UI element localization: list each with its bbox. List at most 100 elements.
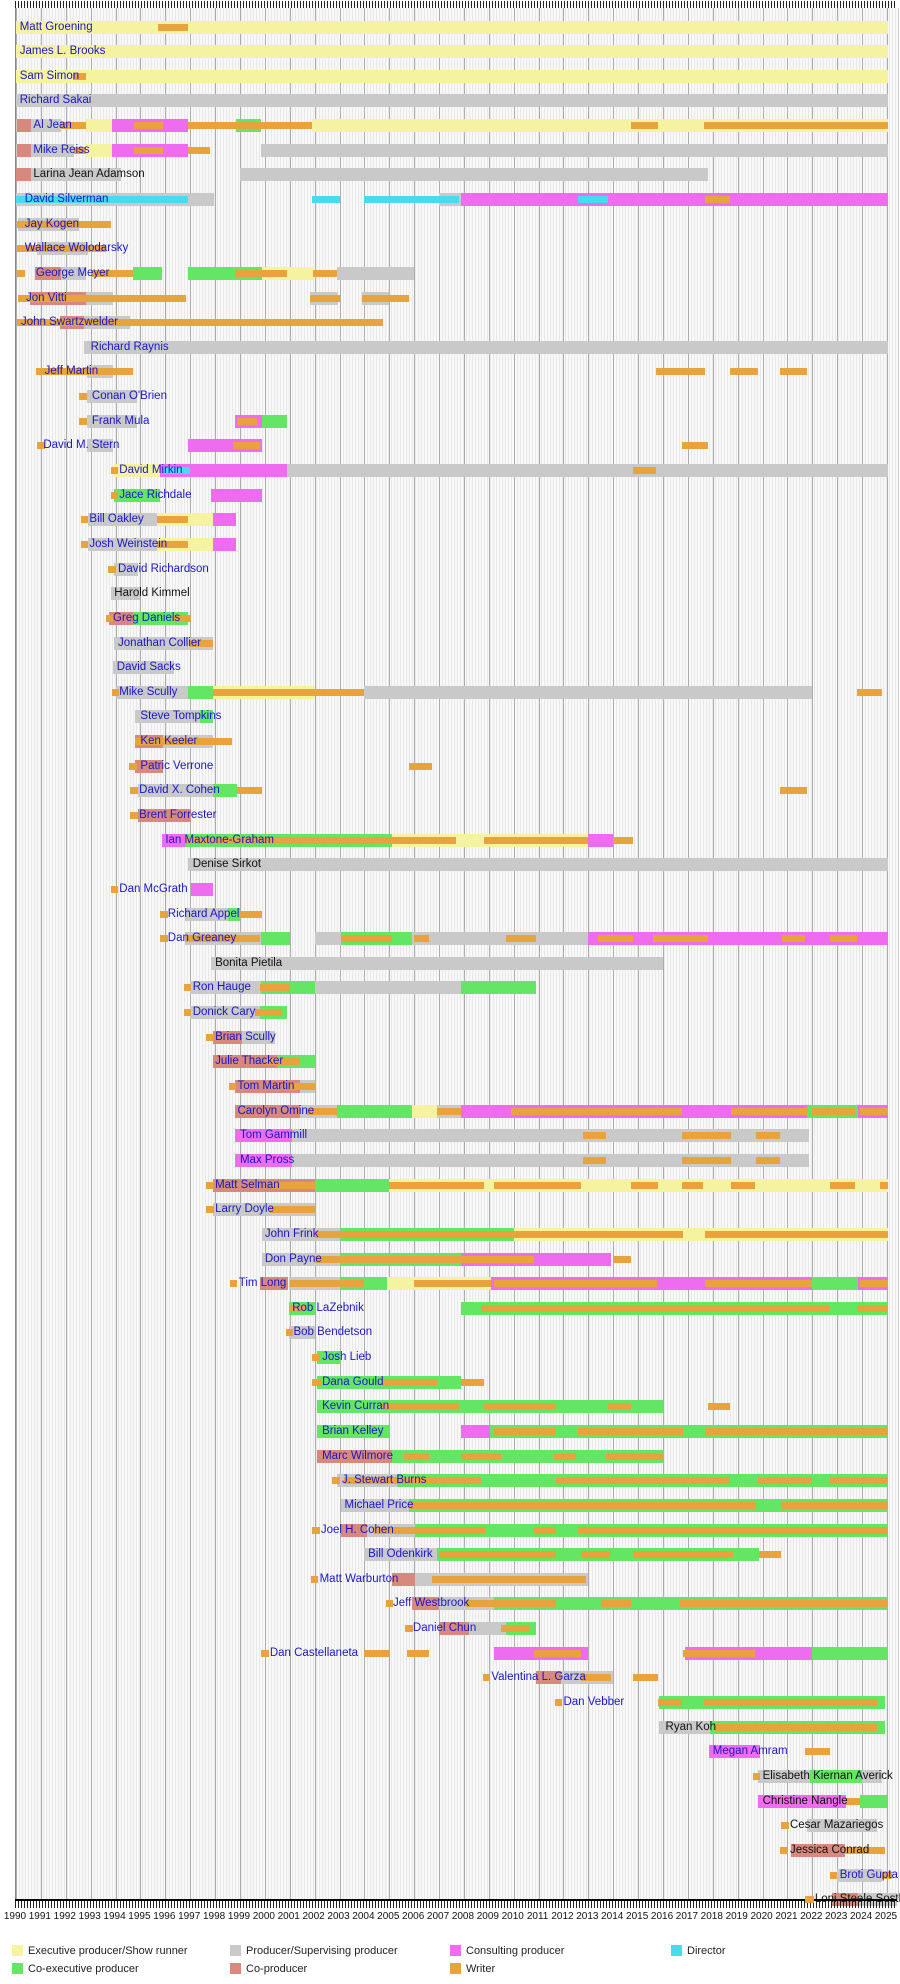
person-name[interactable]: Dan Vebber	[563, 1696, 625, 1709]
year-label: 1998	[202, 1911, 226, 1922]
person-name[interactable]: Wallace Wolodarsky	[24, 242, 129, 255]
person-name[interactable]: David M. Stern	[43, 439, 120, 452]
person-name[interactable]: Frank Mula	[91, 414, 150, 427]
person-name[interactable]: David Sacks	[116, 661, 181, 674]
writer-overlay-bar	[183, 984, 192, 992]
role-bar-segment	[212, 513, 237, 527]
writer-overlay-bar	[313, 269, 338, 277]
writer-overlay-bar	[705, 1230, 889, 1238]
person-name[interactable]: Megan Amram	[712, 1745, 788, 1758]
person-name[interactable]: Richard Appel	[167, 907, 240, 920]
role-bar-segment	[234, 1129, 293, 1143]
person-name[interactable]: Josh Lieb	[322, 1351, 372, 1364]
person-name[interactable]: Bill Odenkirk	[368, 1548, 433, 1561]
person-name[interactable]: Brian Scully	[215, 1030, 276, 1043]
role-bar-segment	[211, 488, 263, 502]
person-name[interactable]: Donick Cary	[192, 1006, 256, 1019]
person-name[interactable]: Bill Oakley	[89, 513, 144, 526]
year-label: 2010	[501, 1911, 524, 1922]
writer-overlay-bar	[481, 1304, 830, 1312]
year-gridline	[389, 8, 391, 1900]
role-bar-segment	[259, 1277, 289, 1291]
person-name[interactable]: David X. Cohen	[139, 784, 220, 797]
person-name[interactable]: Rob LaZebnik	[292, 1301, 364, 1314]
year-gridline	[364, 8, 366, 1900]
person-name[interactable]: Jay Kogen	[24, 217, 80, 230]
director-overlay-bar	[312, 195, 340, 203]
person-name[interactable]: Matt Warburton	[319, 1572, 399, 1585]
person-name[interactable]: Ian Maxtone-Graham	[165, 833, 274, 846]
person-name[interactable]: David Mirkin	[119, 464, 183, 477]
person-name[interactable]: Sam Simon	[19, 69, 80, 82]
person-name[interactable]: Conan O'Brien	[91, 390, 167, 403]
person-name[interactable]: Brent Forrester	[139, 808, 217, 821]
person-name[interactable]: Valentina L. Garza	[491, 1671, 586, 1684]
person-name[interactable]: Kevin Curran	[322, 1400, 390, 1413]
person-name[interactable]: John Swartzwelder	[20, 316, 119, 329]
person-name[interactable]: George Meyer	[35, 266, 110, 279]
person-name[interactable]: Al Jean	[33, 119, 72, 132]
writer-overlay-bar	[79, 417, 87, 425]
role-bar-segment	[137, 808, 192, 822]
person-name[interactable]: Broti Gupta	[839, 1868, 898, 1881]
year-gridline	[712, 8, 714, 1900]
writer-overlay-bar	[829, 1871, 838, 1879]
person-name[interactable]: Michael Price	[344, 1498, 414, 1511]
person-name[interactable]: Tom Gammill	[239, 1129, 308, 1142]
person-name[interactable]: Julie Thacker	[215, 1055, 284, 1068]
person-name[interactable]: Dan McGrath	[119, 882, 188, 895]
writer-overlay-bar	[185, 935, 260, 943]
person-name[interactable]: Richard Sakai	[19, 94, 92, 107]
person-name: Elisabeth Kiernan Averick	[762, 1769, 893, 1782]
person-name[interactable]: Marc Wilmore	[322, 1449, 394, 1462]
role-bar-segment	[862, 1769, 883, 1783]
person-name[interactable]: Ron Hauge	[192, 981, 251, 994]
person-name[interactable]: Richard Raynis	[90, 340, 169, 353]
person-name[interactable]: James L. Brooks	[19, 45, 106, 58]
person-name[interactable]: Matt Selman	[215, 1178, 280, 1191]
person-name[interactable]: Steve Tompkins	[140, 710, 222, 723]
person-name[interactable]: Max Pross	[239, 1153, 295, 1166]
person-name[interactable]: Dan Greaney	[167, 932, 237, 945]
person-name[interactable]: Joel H. Cohen	[320, 1523, 394, 1536]
person-name[interactable]: Greg Daniels	[113, 611, 181, 624]
legend-swatch-icon	[671, 1945, 682, 1956]
person-name[interactable]: David Richardson	[118, 562, 209, 575]
person-name[interactable]: Dan Castellaneta	[269, 1646, 359, 1659]
person-name[interactable]: J. Stewart Burns	[342, 1474, 427, 1487]
person-name[interactable]: Ken Keeler	[140, 735, 198, 748]
person-name[interactable]: Matt Groening	[19, 20, 93, 33]
year-label: 1995	[128, 1911, 151, 1922]
role-bar-segment	[234, 1104, 300, 1118]
person-name[interactable]: Tom Martin	[237, 1080, 295, 1093]
person-name[interactable]: Jace Richdale	[119, 488, 192, 501]
role-bar-segment	[135, 759, 163, 773]
person-name[interactable]: Brian Kelley	[322, 1424, 384, 1437]
person-name[interactable]: Mike Scully	[119, 685, 178, 698]
writer-overlay-bar	[578, 1526, 889, 1534]
person-name[interactable]: Bob Bendetson	[293, 1326, 373, 1339]
role-bar-segment	[30, 168, 121, 182]
person-name[interactable]: Josh Weinstein	[89, 537, 168, 550]
person-name[interactable]: Dana Gould	[322, 1375, 384, 1388]
writer-overlay-bar	[578, 1427, 683, 1435]
person-name[interactable]: Jonathan Collier	[118, 636, 202, 649]
person-name[interactable]: Patric Verrone	[140, 759, 214, 772]
person-name[interactable]: Tim Long	[238, 1277, 287, 1290]
writer-overlay-bar	[404, 1452, 430, 1460]
person-name[interactable]: John Frink	[264, 1227, 319, 1240]
person-name[interactable]: David Silverman	[24, 192, 109, 205]
person-name[interactable]: Jeff Westbrook	[393, 1597, 470, 1610]
writer-overlay-bar	[110, 885, 119, 893]
role-bar-segment	[85, 143, 112, 157]
writer-overlay-bar	[630, 1181, 659, 1189]
person-name[interactable]: Jeff Martin	[44, 365, 99, 378]
person-name[interactable]: Carolyn Omine	[237, 1104, 315, 1117]
role-bar-segment	[364, 685, 813, 699]
person-name[interactable]: Mike Reiss	[33, 143, 90, 156]
person-name[interactable]: Daniel Chun	[412, 1622, 477, 1635]
role-bar-segment	[791, 1843, 845, 1857]
person-name[interactable]: Larry Doyle	[215, 1203, 274, 1216]
person-name[interactable]: Don Payne	[264, 1252, 322, 1265]
person-name[interactable]: Jon Vitti	[25, 291, 67, 304]
